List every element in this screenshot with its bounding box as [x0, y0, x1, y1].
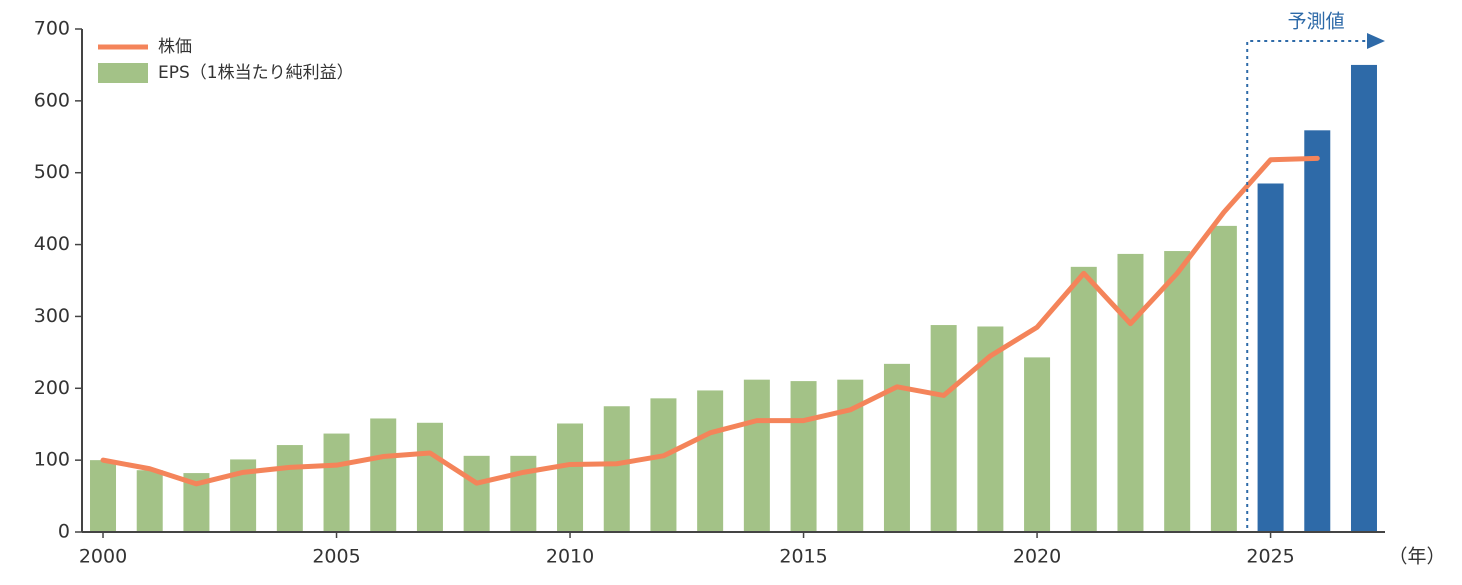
- y-tick-label: 100: [34, 449, 70, 471]
- bar: [930, 325, 957, 532]
- bar: [323, 433, 350, 532]
- bar: [510, 455, 537, 532]
- bar: [837, 379, 864, 532]
- x-tick-label: 2000: [79, 546, 127, 568]
- bar: [743, 379, 770, 532]
- bar: [1304, 130, 1331, 532]
- x-tick-label: 2005: [312, 546, 360, 568]
- y-tick-label: 0: [58, 521, 70, 543]
- x-tick-label: 2020: [1013, 546, 1061, 568]
- bar: [1117, 253, 1144, 533]
- bar: [136, 470, 163, 532]
- bar: [557, 423, 584, 532]
- bar: [650, 398, 677, 532]
- forecast-label: 予測値: [1288, 11, 1345, 33]
- y-tick-label: 200: [34, 377, 70, 399]
- bar: [416, 422, 443, 532]
- bar: [790, 381, 817, 532]
- x-tick-label: 2010: [546, 546, 594, 568]
- x-tick-label: 2015: [779, 546, 827, 568]
- x-tick-label: 2025: [1246, 546, 1294, 568]
- y-tick-label: 400: [34, 233, 70, 255]
- x-unit: （年）: [1388, 546, 1445, 568]
- bar: [1024, 357, 1051, 532]
- bar: [1350, 64, 1377, 532]
- y-tick-label: 700: [34, 18, 70, 40]
- bar: [463, 455, 490, 532]
- bar: [1070, 266, 1097, 532]
- legend-label: 株価: [158, 37, 192, 57]
- bar: [603, 406, 630, 532]
- bar: [90, 460, 117, 532]
- bar: [276, 445, 303, 532]
- bar: [1257, 183, 1284, 532]
- bar: [697, 390, 724, 532]
- y-tick-label: 500: [34, 161, 70, 183]
- y-tick-label: 300: [34, 305, 70, 327]
- forecast-bracket: [1246, 33, 1385, 528]
- legend-label: EPS（1株当たり純利益）: [158, 63, 354, 83]
- bar: [1164, 251, 1191, 532]
- bar: [1210, 225, 1237, 533]
- y-tick-label: 600: [34, 89, 70, 111]
- legend-box: [98, 63, 148, 83]
- bar: [370, 418, 397, 532]
- price-line: [100, 155, 1320, 487]
